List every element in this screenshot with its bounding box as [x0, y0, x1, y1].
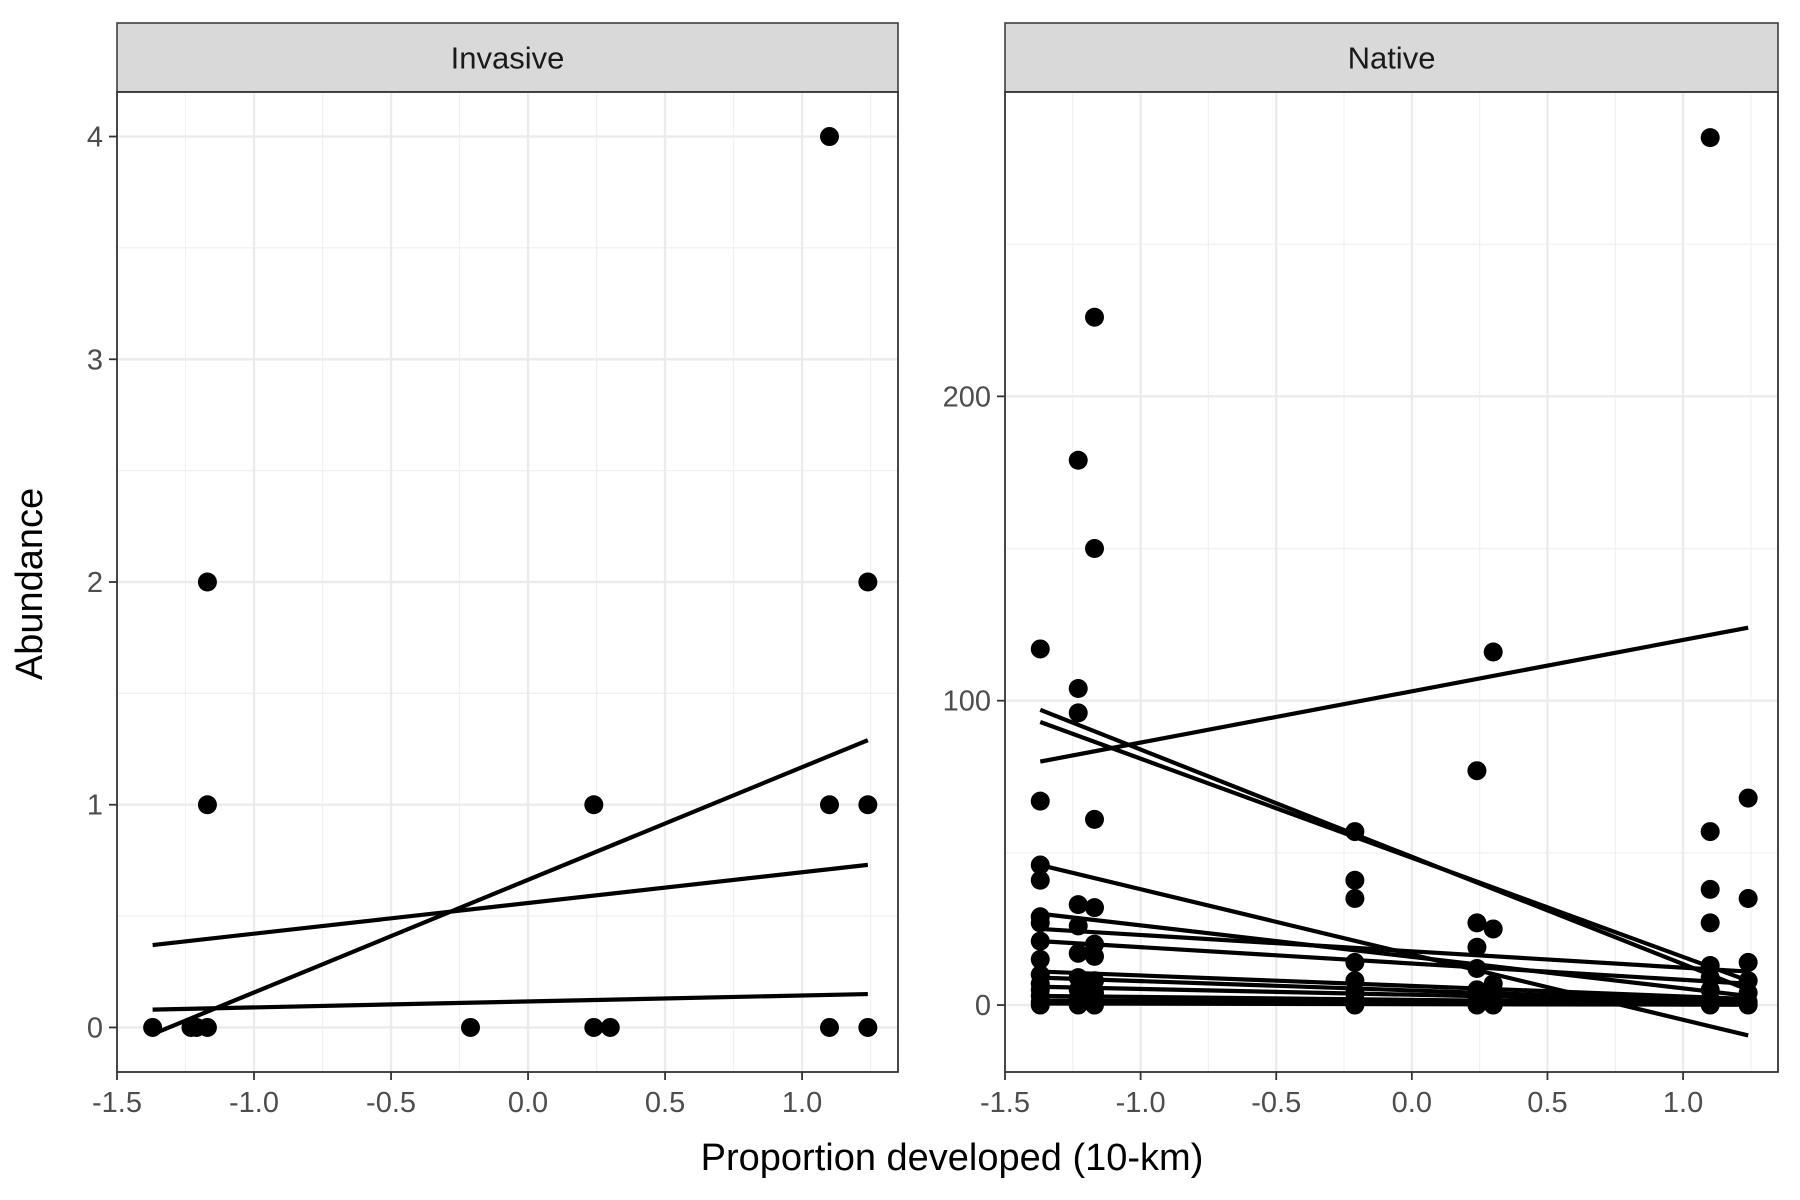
fitted-line	[1040, 1001, 1749, 1007]
fitted-line	[152, 862, 869, 948]
data-point	[1068, 995, 1088, 1015]
data-point	[1030, 870, 1050, 890]
data-point	[1700, 822, 1720, 842]
x-tick-label: -1.0	[229, 1087, 279, 1119]
data-point	[1030, 791, 1050, 811]
x-axis-title: Proportion developed (10-km)	[701, 1137, 1204, 1179]
x-tick-label: 1.0	[782, 1087, 822, 1119]
data-point	[1068, 703, 1088, 723]
data-point	[584, 795, 604, 815]
data-point	[461, 1017, 481, 1037]
data-point	[1068, 895, 1088, 915]
y-tick-label: 100	[943, 686, 991, 718]
data-point	[858, 795, 878, 815]
data-point	[1030, 995, 1050, 1015]
data-point	[1345, 952, 1365, 972]
data-point	[1085, 946, 1105, 966]
data-point	[1467, 913, 1487, 933]
data-point	[1738, 889, 1758, 909]
x-tick-label: 0.5	[1527, 1087, 1567, 1119]
data-point	[1345, 870, 1365, 890]
x-tick-label: 0.5	[645, 1087, 685, 1119]
facet-strip	[1004, 22, 1779, 93]
fitted-line	[151, 738, 869, 1037]
y-tick-label: 200	[943, 381, 991, 413]
facet-strip	[116, 22, 899, 93]
panel-background	[1005, 92, 1778, 1072]
data-point	[1068, 450, 1088, 470]
fitted-line	[1040, 969, 1749, 1002]
fitted-line	[1040, 926, 1749, 974]
data-point	[143, 1017, 163, 1037]
data-point	[1700, 995, 1720, 1015]
fitted-line	[1040, 911, 1749, 998]
x-tick-label: 0.0	[508, 1087, 548, 1119]
y-tick-label: 4	[87, 122, 103, 154]
data-point	[1030, 913, 1050, 933]
facet-strip-label: Native	[1348, 41, 1436, 76]
data-point	[1030, 855, 1050, 875]
data-point	[1068, 916, 1088, 936]
data-point	[1085, 539, 1105, 559]
fitted-line	[152, 991, 868, 1012]
data-point	[1085, 809, 1105, 829]
x-tick-label: -1.5	[980, 1087, 1030, 1119]
x-tick-label: -0.5	[1251, 1087, 1301, 1119]
y-tick-label: 3	[87, 344, 103, 376]
data-point	[1085, 307, 1105, 327]
data-point	[1700, 879, 1720, 899]
fitted-line	[1040, 939, 1749, 986]
fitted-line	[1039, 720, 1749, 983]
data-point	[1085, 898, 1105, 918]
fitted-line	[1039, 625, 1749, 764]
data-point	[1068, 943, 1088, 963]
data-point	[1085, 995, 1105, 1015]
y-tick-label: 2	[87, 567, 103, 599]
data-point	[1483, 642, 1503, 662]
data-point	[1738, 788, 1758, 808]
data-point	[1738, 995, 1758, 1015]
y-tick-label: 1	[87, 790, 103, 822]
data-point	[1030, 949, 1050, 969]
facet-panel-invasive: Invasive -1.5 -1.0 -0.5 0.0 0.5 1.0 0 1 2 3 4	[87, 22, 899, 1119]
data-point	[1467, 937, 1487, 957]
x-tick-label: 1.0	[1663, 1087, 1703, 1119]
data-point	[600, 1017, 620, 1037]
y-tick-label: 0	[87, 1012, 103, 1044]
data-point	[1467, 959, 1487, 979]
fitted-line	[1040, 984, 1749, 1005]
x-tick-label: -0.5	[366, 1087, 416, 1119]
facet-panel-native: Native -1.5 -1.0 -0.5 0.0 0.5 1.0 0 100 200	[943, 22, 1779, 1119]
x-tick-label: 0.0	[1392, 1087, 1432, 1119]
data-point	[819, 795, 839, 815]
data-point	[858, 1017, 878, 1037]
data-point	[584, 1017, 604, 1037]
data-point	[1030, 931, 1050, 951]
data-point	[1700, 128, 1720, 148]
data-point	[1345, 889, 1365, 909]
data-point	[197, 572, 217, 592]
data-point	[1068, 679, 1088, 699]
data-point	[1345, 995, 1365, 1015]
data-point	[1483, 919, 1503, 939]
data-point	[819, 127, 839, 147]
x-tick-label: -1.0	[1116, 1087, 1166, 1119]
data-point	[1700, 913, 1720, 933]
data-point	[1467, 995, 1487, 1015]
y-axis-title: Abundance	[9, 488, 51, 680]
data-point	[1738, 952, 1758, 972]
data-point	[1483, 995, 1503, 1015]
data-point	[197, 795, 217, 815]
data-point	[858, 572, 878, 592]
panel-border	[1004, 91, 1779, 1073]
data-point	[1345, 822, 1365, 842]
data-point	[1467, 761, 1487, 781]
x-tick-label: -1.5	[92, 1087, 142, 1119]
data-point	[197, 1017, 217, 1037]
y-tick-label: 0	[975, 990, 991, 1022]
data-point	[819, 1017, 839, 1037]
data-point	[1030, 639, 1050, 659]
facet-strip-label: Invasive	[451, 41, 565, 76]
